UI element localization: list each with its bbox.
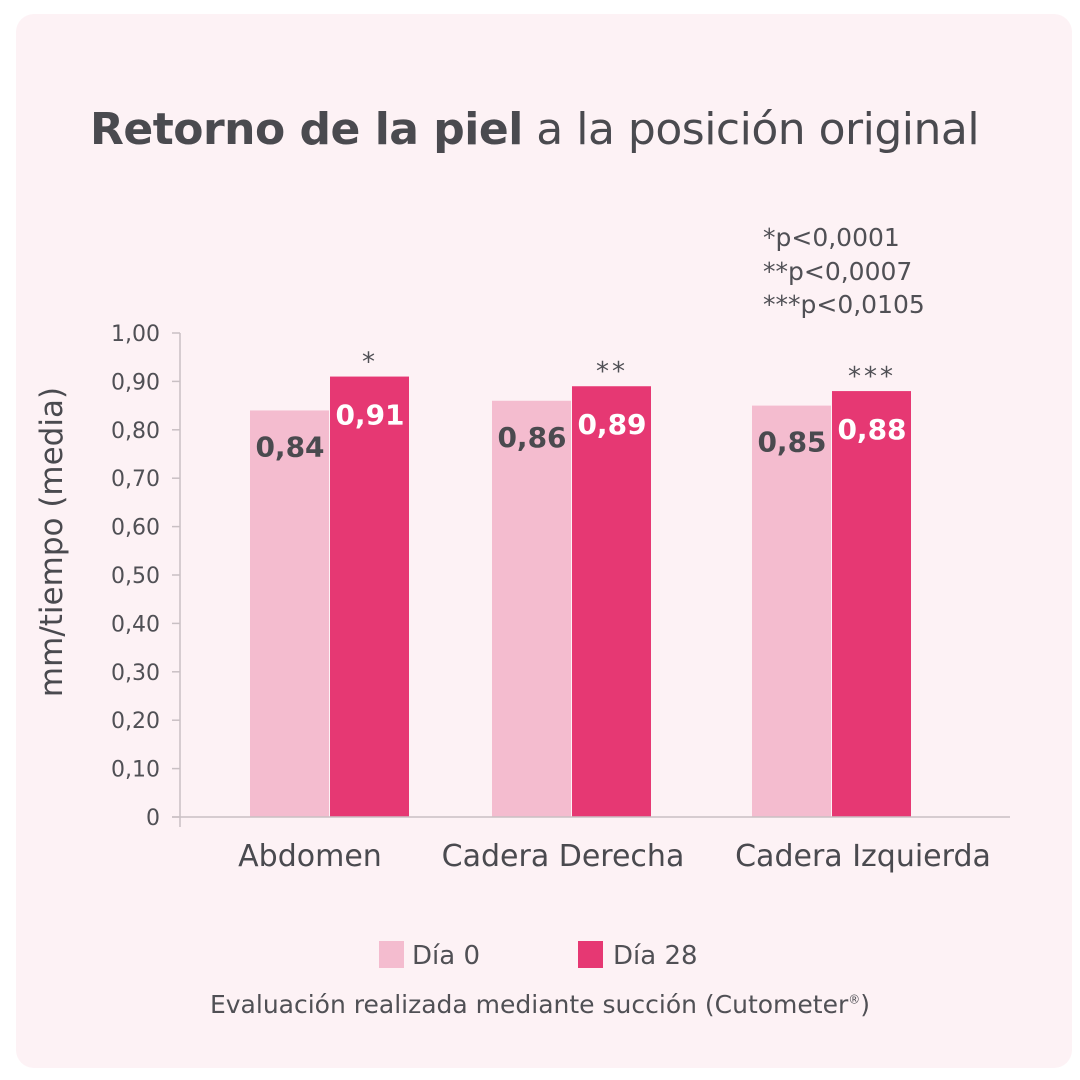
footnote-close: ) [860,990,871,1019]
bar-dia28 [330,376,409,817]
bar-dia28 [572,386,651,817]
bar-dia0 [752,405,831,817]
significance-note-2: **p<0,0007 [763,257,912,286]
bar-value-label: 0,91 [335,399,404,432]
chart-title: Retorno de la piel a la posición origina… [90,104,980,155]
significance-note-1: *p<0,0001 [763,223,900,252]
footnote-text: Evaluación realizada mediante succión (C… [209,990,849,1019]
bar-dia28 [832,391,911,817]
legend-swatch-dia0 [379,941,404,968]
bar-dia0 [250,410,329,817]
x-category-label: Abdomen [238,839,382,874]
y-tick-label: 0,20 [111,709,160,734]
y-tick-label: 0,30 [111,661,160,686]
y-tick-label: 0,50 [111,564,160,589]
significance-note-3: ***p<0,0105 [763,290,925,319]
x-category-label: Cadera Derecha [442,839,685,874]
y-tick-label: 0,70 [111,467,160,492]
legend-label-dia0: Día 0 [412,941,480,971]
chart-title-bold: Retorno de la piel [90,104,523,155]
y-tick-label: 0,60 [111,516,160,541]
y-tick-label: 0,90 [111,370,160,395]
bar-value-label: 0,84 [255,430,324,463]
significance-marker: *** [848,362,896,392]
y-axis-label: mm/tiempo (media) [34,387,70,697]
y-tick-label: 0,10 [111,758,160,783]
y-tick-label: 0,40 [111,612,160,637]
bar-value-label: 0,89 [577,408,646,441]
legend-swatch-dia28 [578,941,603,968]
bar-value-label: 0,85 [757,426,826,459]
legend: Día 0 Día 28 [379,941,698,971]
bar-value-label: 0,88 [837,413,906,446]
x-category-label: Cadera Izquierda [735,839,991,874]
significance-marker: ** [596,357,628,387]
method-footnote: Evaluación realizada mediante succión (C… [0,990,1080,1019]
significance-marker: * [362,348,378,378]
y-tick-label: 0,80 [111,419,160,444]
bar-dia0 [492,400,571,817]
registered-mark: ® [848,992,861,1007]
y-tick-label: 0 [146,806,160,831]
bar-value-label: 0,86 [497,421,566,454]
chart-title-rest: a la posición original [522,104,980,155]
legend-label-dia28: Día 28 [613,941,698,971]
y-tick-label: 1,00 [111,322,160,347]
